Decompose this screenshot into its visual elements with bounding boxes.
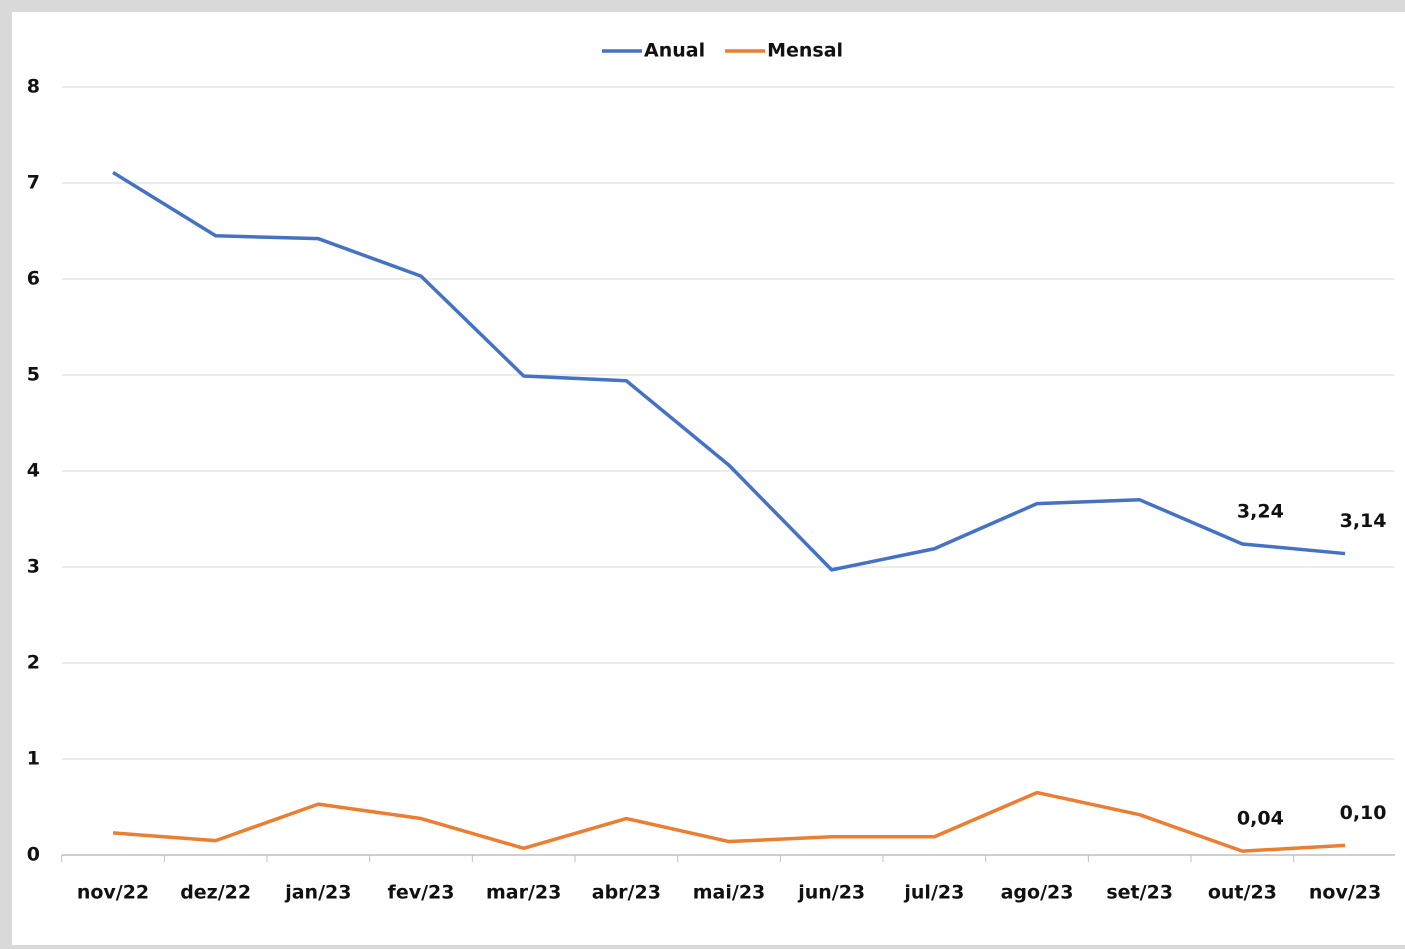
x-tick-label: jul/23 — [903, 882, 964, 904]
y-tick-label: 4 — [27, 460, 40, 482]
y-tick-label: 7 — [27, 172, 40, 194]
data-label: 3,14 — [1340, 510, 1387, 532]
x-tick-label: abr/23 — [592, 882, 661, 904]
y-tick-label: 1 — [27, 748, 40, 770]
y-tick-label: 8 — [27, 76, 40, 98]
chart: 0 1 2 3 4 5 6 7 8 nov/22 dez/22 jan/23 fev/23 mar/23 a… — [27, 40, 1395, 904]
x-tick-label: nov/23 — [1309, 882, 1381, 904]
y-tick-label: 6 — [27, 268, 40, 290]
x-tick-label: out/23 — [1208, 882, 1277, 904]
chart-frame: 0 1 2 3 4 5 6 7 8 nov/22 dez/22 jan/23 fev/23 mar/23 a… — [12, 12, 1405, 945]
x-tick-label: fev/23 — [388, 882, 455, 904]
data-label: 3,24 — [1237, 500, 1284, 522]
x-tick-label: nov/22 — [77, 882, 149, 904]
x-tick-label: set/23 — [1106, 882, 1173, 904]
legend-label: Mensal — [767, 40, 843, 62]
x-tick-label: jan/23 — [284, 882, 351, 904]
x-tick-label: jun/23 — [797, 882, 865, 904]
y-tick-label: 0 — [27, 844, 40, 866]
x-tick-label: dez/22 — [180, 882, 251, 904]
series-line — [112, 170, 1346, 572]
x-tick-label: mar/23 — [486, 882, 561, 904]
data-label: 0,10 — [1340, 802, 1387, 824]
legend-label: Anual — [644, 40, 705, 62]
y-tick-label: 5 — [27, 364, 40, 386]
x-tick-label: mai/23 — [693, 882, 766, 904]
series-line — [112, 790, 1346, 853]
y-tick-label: 2 — [27, 652, 40, 674]
data-label: 0,04 — [1237, 808, 1284, 830]
y-tick-label: 3 — [27, 556, 40, 578]
x-tick-label: ago/23 — [1001, 882, 1074, 904]
